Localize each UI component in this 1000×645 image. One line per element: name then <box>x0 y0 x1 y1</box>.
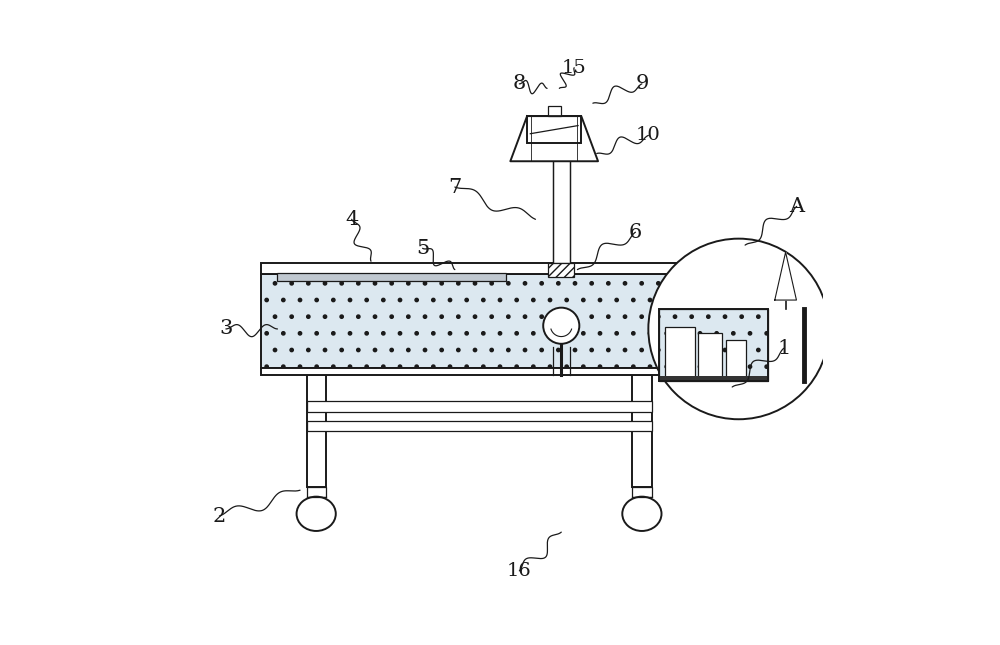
Bar <box>306 421 652 431</box>
Text: 3: 3 <box>219 319 233 339</box>
Polygon shape <box>775 252 796 300</box>
Bar <box>261 368 694 375</box>
Bar <box>261 274 694 368</box>
Text: 2: 2 <box>213 506 226 526</box>
Bar <box>659 309 768 381</box>
Bar <box>306 375 326 487</box>
Bar <box>548 263 574 277</box>
Bar <box>548 106 561 116</box>
Text: 10: 10 <box>636 126 661 144</box>
Ellipse shape <box>622 497 662 531</box>
Ellipse shape <box>297 497 336 531</box>
Bar <box>527 116 581 143</box>
Bar <box>698 333 722 378</box>
Text: 8: 8 <box>513 74 526 94</box>
Bar <box>261 263 694 274</box>
Text: 6: 6 <box>629 223 642 242</box>
Text: A: A <box>789 197 804 216</box>
Text: 15: 15 <box>562 59 587 77</box>
Bar <box>659 309 768 381</box>
Circle shape <box>543 308 579 344</box>
Text: 1: 1 <box>777 339 790 358</box>
Bar <box>277 273 506 281</box>
Polygon shape <box>510 116 598 161</box>
Circle shape <box>648 239 829 419</box>
Text: 16: 16 <box>507 562 532 580</box>
Text: 4: 4 <box>345 210 358 229</box>
Bar <box>726 340 746 378</box>
Bar <box>306 487 326 497</box>
Bar <box>553 155 570 263</box>
Text: 5: 5 <box>416 239 429 258</box>
Bar <box>632 375 652 487</box>
Bar <box>659 375 768 381</box>
Text: 9: 9 <box>635 74 649 94</box>
Bar <box>306 401 652 412</box>
Bar <box>632 487 652 497</box>
Text: 7: 7 <box>448 177 461 197</box>
Bar <box>690 287 698 313</box>
Bar <box>665 327 695 378</box>
